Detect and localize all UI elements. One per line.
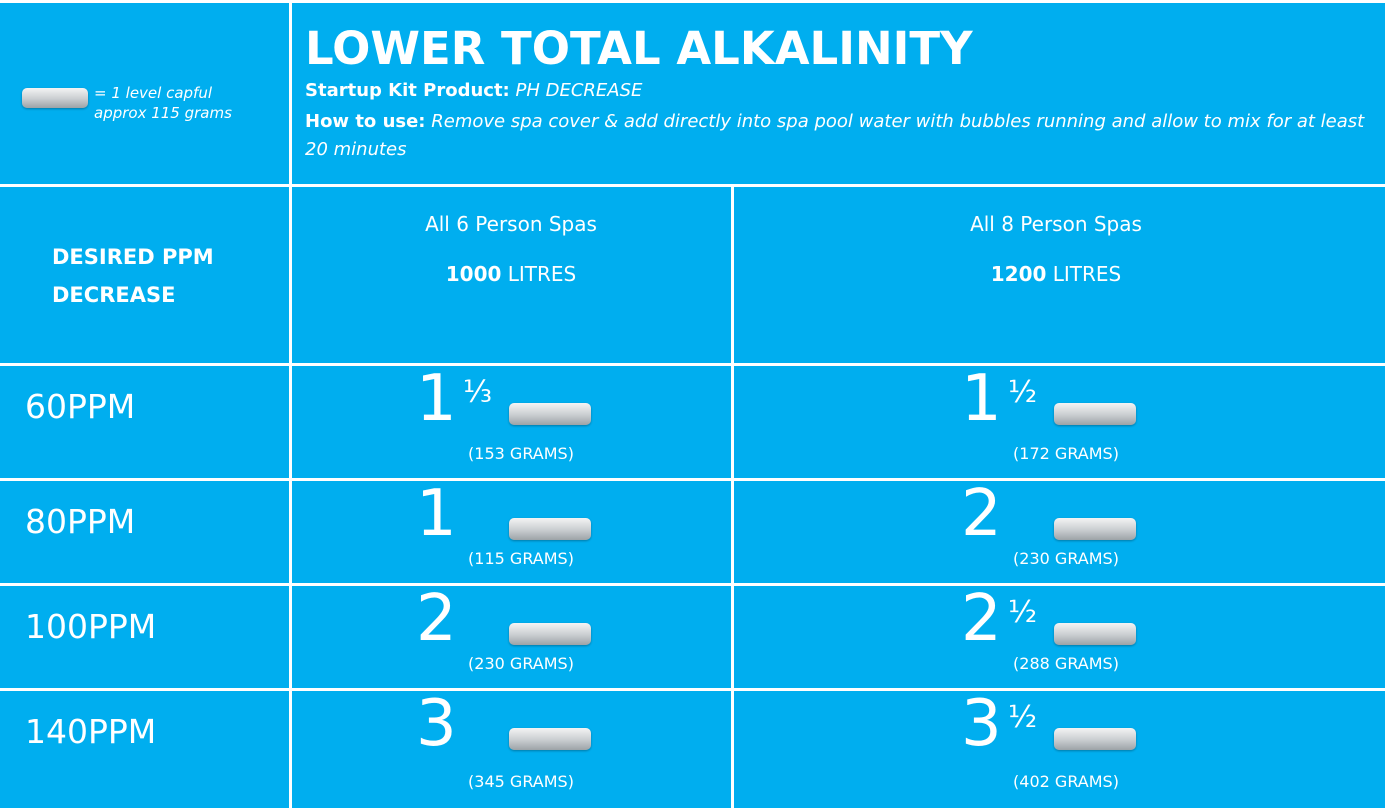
usage: How to use: Remove spa cover & add direc… xyxy=(305,108,1365,164)
capful-icon xyxy=(509,403,591,425)
amount-fraction: ½ xyxy=(1008,375,1038,410)
row-label: 100PPM xyxy=(25,607,157,646)
product-line: Startup Kit Product: PH DECREASE xyxy=(305,80,642,101)
column-volume: 1200 LITRES xyxy=(856,262,1256,286)
capful-icon xyxy=(509,518,591,540)
grams: (153 GRAMS) xyxy=(468,444,574,463)
capful-icon xyxy=(1054,623,1136,645)
corner-label: DESIRED PPM xyxy=(52,245,214,269)
grams: (402 GRAMS) xyxy=(1013,772,1119,791)
amount: 2 xyxy=(961,477,1002,551)
column-name: All 6 Person Spas xyxy=(425,212,597,236)
grams: (288 GRAMS) xyxy=(1013,654,1119,673)
capful-icon xyxy=(509,623,591,645)
value: Remove spa cover & add directly into spa… xyxy=(305,111,1365,160)
value: PH DECREASE xyxy=(515,80,643,101)
divider xyxy=(0,583,1385,586)
unit: LITRES xyxy=(1052,262,1122,286)
legend-text: approx 115 grams xyxy=(94,104,232,122)
amount-fraction: ⅓ xyxy=(463,375,493,410)
border xyxy=(0,0,1385,3)
divider xyxy=(731,184,734,808)
amount: 2 xyxy=(416,582,457,656)
amount: 3 xyxy=(961,687,1002,761)
grams: (345 GRAMS) xyxy=(468,772,574,791)
legend-text: = 1 level capful xyxy=(94,84,213,102)
amount-fraction: ½ xyxy=(1008,700,1038,735)
row-label: 60PPM xyxy=(25,387,136,426)
grams: (172 GRAMS) xyxy=(1013,444,1119,463)
label: How to use: xyxy=(305,111,426,132)
divider xyxy=(289,0,292,808)
capful-icon xyxy=(1054,728,1136,750)
grams: (115 GRAMS) xyxy=(468,549,574,568)
title: LOWER TOTAL ALKALINITY xyxy=(305,22,973,75)
amount: 3 xyxy=(416,687,457,761)
volume: 1200 xyxy=(990,262,1047,286)
divider xyxy=(0,363,1385,366)
volume: 1000 xyxy=(445,262,502,286)
amount: 1 xyxy=(416,477,457,551)
amount-fraction: ½ xyxy=(1008,595,1038,630)
divider xyxy=(0,478,1385,481)
divider xyxy=(0,688,1385,691)
row-label: 140PPM xyxy=(25,712,157,751)
capful-icon xyxy=(509,728,591,750)
amount: 1 xyxy=(416,362,457,436)
column-volume: 1000 LITRES xyxy=(311,262,711,286)
capful-icon xyxy=(22,88,88,108)
row-label: 80PPM xyxy=(25,502,136,541)
corner-label: DECREASE xyxy=(52,283,176,307)
amount: 1 xyxy=(961,362,1002,436)
column-name: All 8 Person Spas xyxy=(970,212,1142,236)
amount: 2 xyxy=(961,582,1002,656)
grams: (230 GRAMS) xyxy=(468,654,574,673)
label: Startup Kit Product: xyxy=(305,80,510,101)
grams: (230 GRAMS) xyxy=(1013,549,1119,568)
capful-icon xyxy=(1054,403,1136,425)
divider xyxy=(0,184,1385,187)
capful-icon xyxy=(1054,518,1136,540)
unit: LITRES xyxy=(507,262,577,286)
